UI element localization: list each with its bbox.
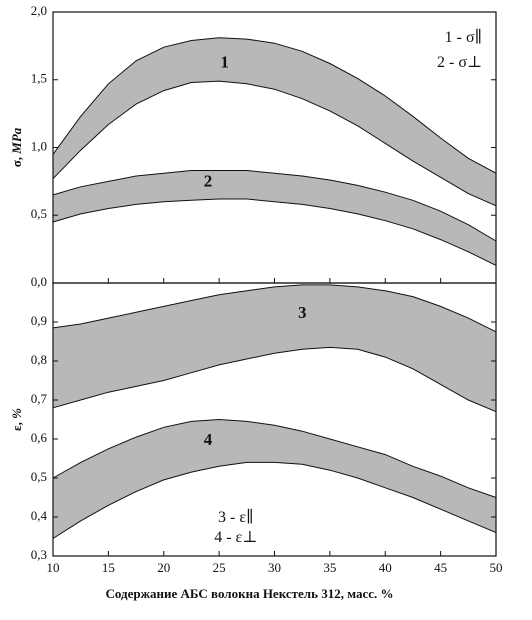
band-1-upper-line	[52, 37, 497, 174]
x-tick-label: 25	[213, 560, 226, 575]
y-tick-label: 1,5	[31, 71, 47, 86]
legend-entry: 2 - σ⊥	[437, 54, 482, 71]
band-2-upper-line	[52, 170, 497, 242]
band-label-1: 1	[220, 52, 229, 71]
y-axis-unit: %	[9, 408, 24, 419]
y-tick-label: 1,0	[31, 138, 47, 153]
legend-entry: 4 - ε⊥	[214, 529, 257, 546]
x-tick-label: 40	[379, 560, 392, 575]
band-4-lower-line	[52, 461, 497, 539]
y-tick-label: 0,5	[31, 469, 47, 484]
band-2-area	[53, 170, 496, 266]
band-label-3: 3	[298, 303, 307, 322]
y-tick-label: 0,7	[31, 391, 48, 406]
legend-entry: 3 - ε∥	[218, 508, 253, 526]
band-3-lower-line	[52, 346, 497, 413]
x-tick-label: 10	[47, 560, 60, 575]
y-tick-label: 0,6	[31, 430, 48, 445]
x-tick-label: 50	[490, 560, 503, 575]
band-2-lower-line	[52, 198, 497, 266]
band-label-2: 2	[204, 172, 213, 191]
y-axis-title: ε, %	[9, 408, 24, 431]
y-tick-label: 0,3	[31, 547, 47, 562]
x-tick-label: 30	[268, 560, 281, 575]
band-3-upper-line	[52, 284, 497, 333]
y-tick-label: 0,8	[31, 352, 47, 367]
band-4-area	[53, 419, 496, 539]
y-tick-label: 0,5	[31, 206, 47, 221]
y-axis-title: σ, MPa	[9, 127, 24, 167]
y-axis-symbol: ε,	[9, 419, 24, 431]
legend-entry: 1 - σ∥	[445, 28, 482, 46]
x-tick-label: 15	[102, 560, 115, 575]
band-label-4: 4	[204, 430, 213, 449]
y-axis-symbol: σ,	[9, 154, 24, 168]
band-1-lower-line	[52, 80, 497, 207]
band-4-upper-line	[52, 418, 497, 498]
x-tick-label: 35	[323, 560, 336, 575]
top-panel: 1 2 0,0 0,5 1,0 1,5 2,0 σ, MPa 1 - σ∥ 2 - σ⊥	[9, 3, 497, 289]
x-axis-title: Содержание АБС волокна Некстель 312, мас…	[105, 586, 393, 601]
y-tick-label: 0,9	[31, 313, 47, 328]
y-tick-label: 2,0	[31, 3, 47, 18]
band-1-area	[53, 37, 496, 206]
y-tick-label: 0,0	[31, 274, 47, 289]
x-tick-label: 45	[434, 560, 447, 575]
x-tick-label: 20	[157, 560, 170, 575]
y-tick-label: 0,4	[31, 508, 48, 523]
bottom-panel: 3 4 0,3 0,4 0,5 0,6 0,7 0,8 0,9 10 15 20 25 30 35 40 45 5…	[9, 282, 503, 601]
band-3-area	[53, 284, 496, 412]
y-axis-unit: MPa	[9, 127, 24, 155]
